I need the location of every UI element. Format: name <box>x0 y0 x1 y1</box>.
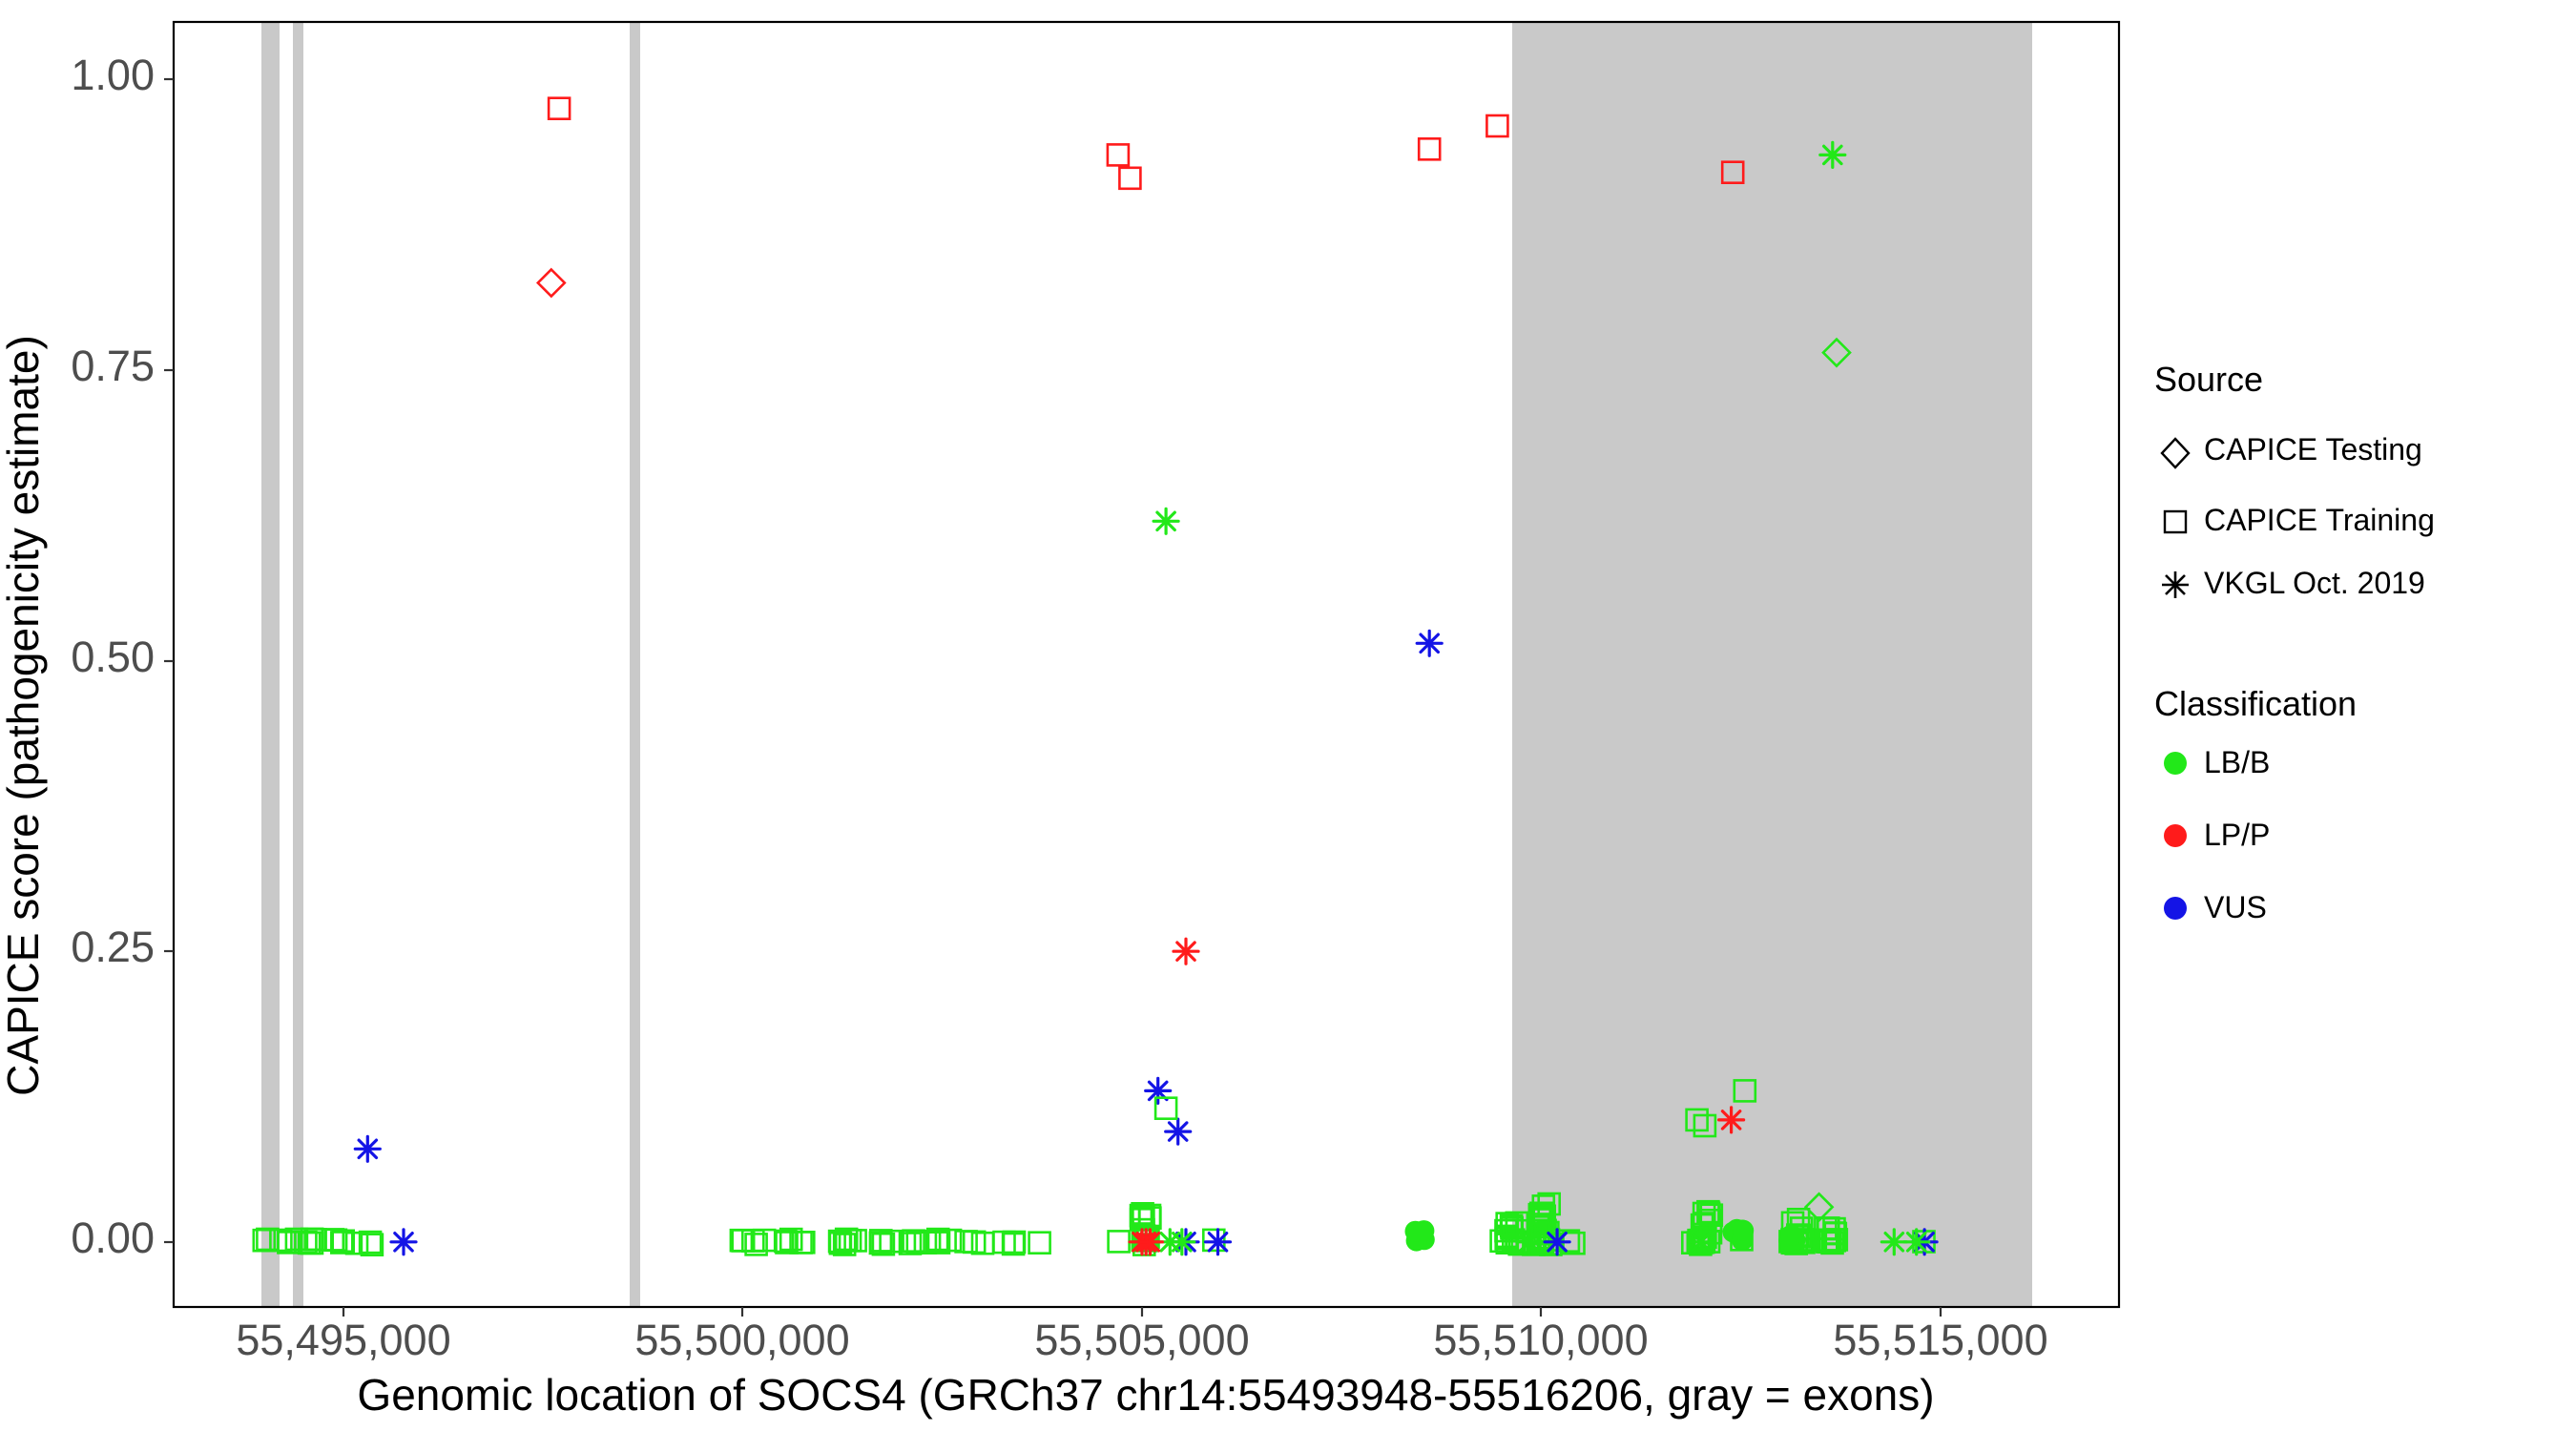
svg-text:CAPICE Training: CAPICE Training <box>2204 503 2435 537</box>
svg-text:CAPICE score (pathogenicity es: CAPICE score (pathogenicity estimate) <box>0 335 48 1096</box>
svg-text:0.25: 0.25 <box>71 923 155 971</box>
svg-text:55,500,000: 55,500,000 <box>634 1316 849 1364</box>
svg-text:0.50: 0.50 <box>71 633 155 681</box>
svg-text:55,515,000: 55,515,000 <box>1833 1316 2047 1364</box>
svg-text:VUS: VUS <box>2204 890 2267 924</box>
svg-text:Classification: Classification <box>2154 684 2357 723</box>
svg-text:VKGL Oct. 2019: VKGL Oct. 2019 <box>2204 566 2425 600</box>
svg-text:LP/P: LP/P <box>2204 818 2270 852</box>
svg-text:Source: Source <box>2154 360 2263 399</box>
svg-text:CAPICE Testing: CAPICE Testing <box>2204 432 2422 467</box>
svg-text:Genomic location of SOCS4 (GRC: Genomic location of SOCS4 (GRCh37 chr14:… <box>357 1370 1934 1420</box>
svg-text:55,510,000: 55,510,000 <box>1433 1316 1648 1364</box>
svg-text:1.00: 1.00 <box>71 51 155 99</box>
svg-text:LB/B: LB/B <box>2204 745 2270 779</box>
svg-text:55,505,000: 55,505,000 <box>1034 1316 1249 1364</box>
svg-text:55,495,000: 55,495,000 <box>236 1316 450 1364</box>
svg-text:0.00: 0.00 <box>71 1213 155 1262</box>
svg-text:0.75: 0.75 <box>71 342 155 390</box>
